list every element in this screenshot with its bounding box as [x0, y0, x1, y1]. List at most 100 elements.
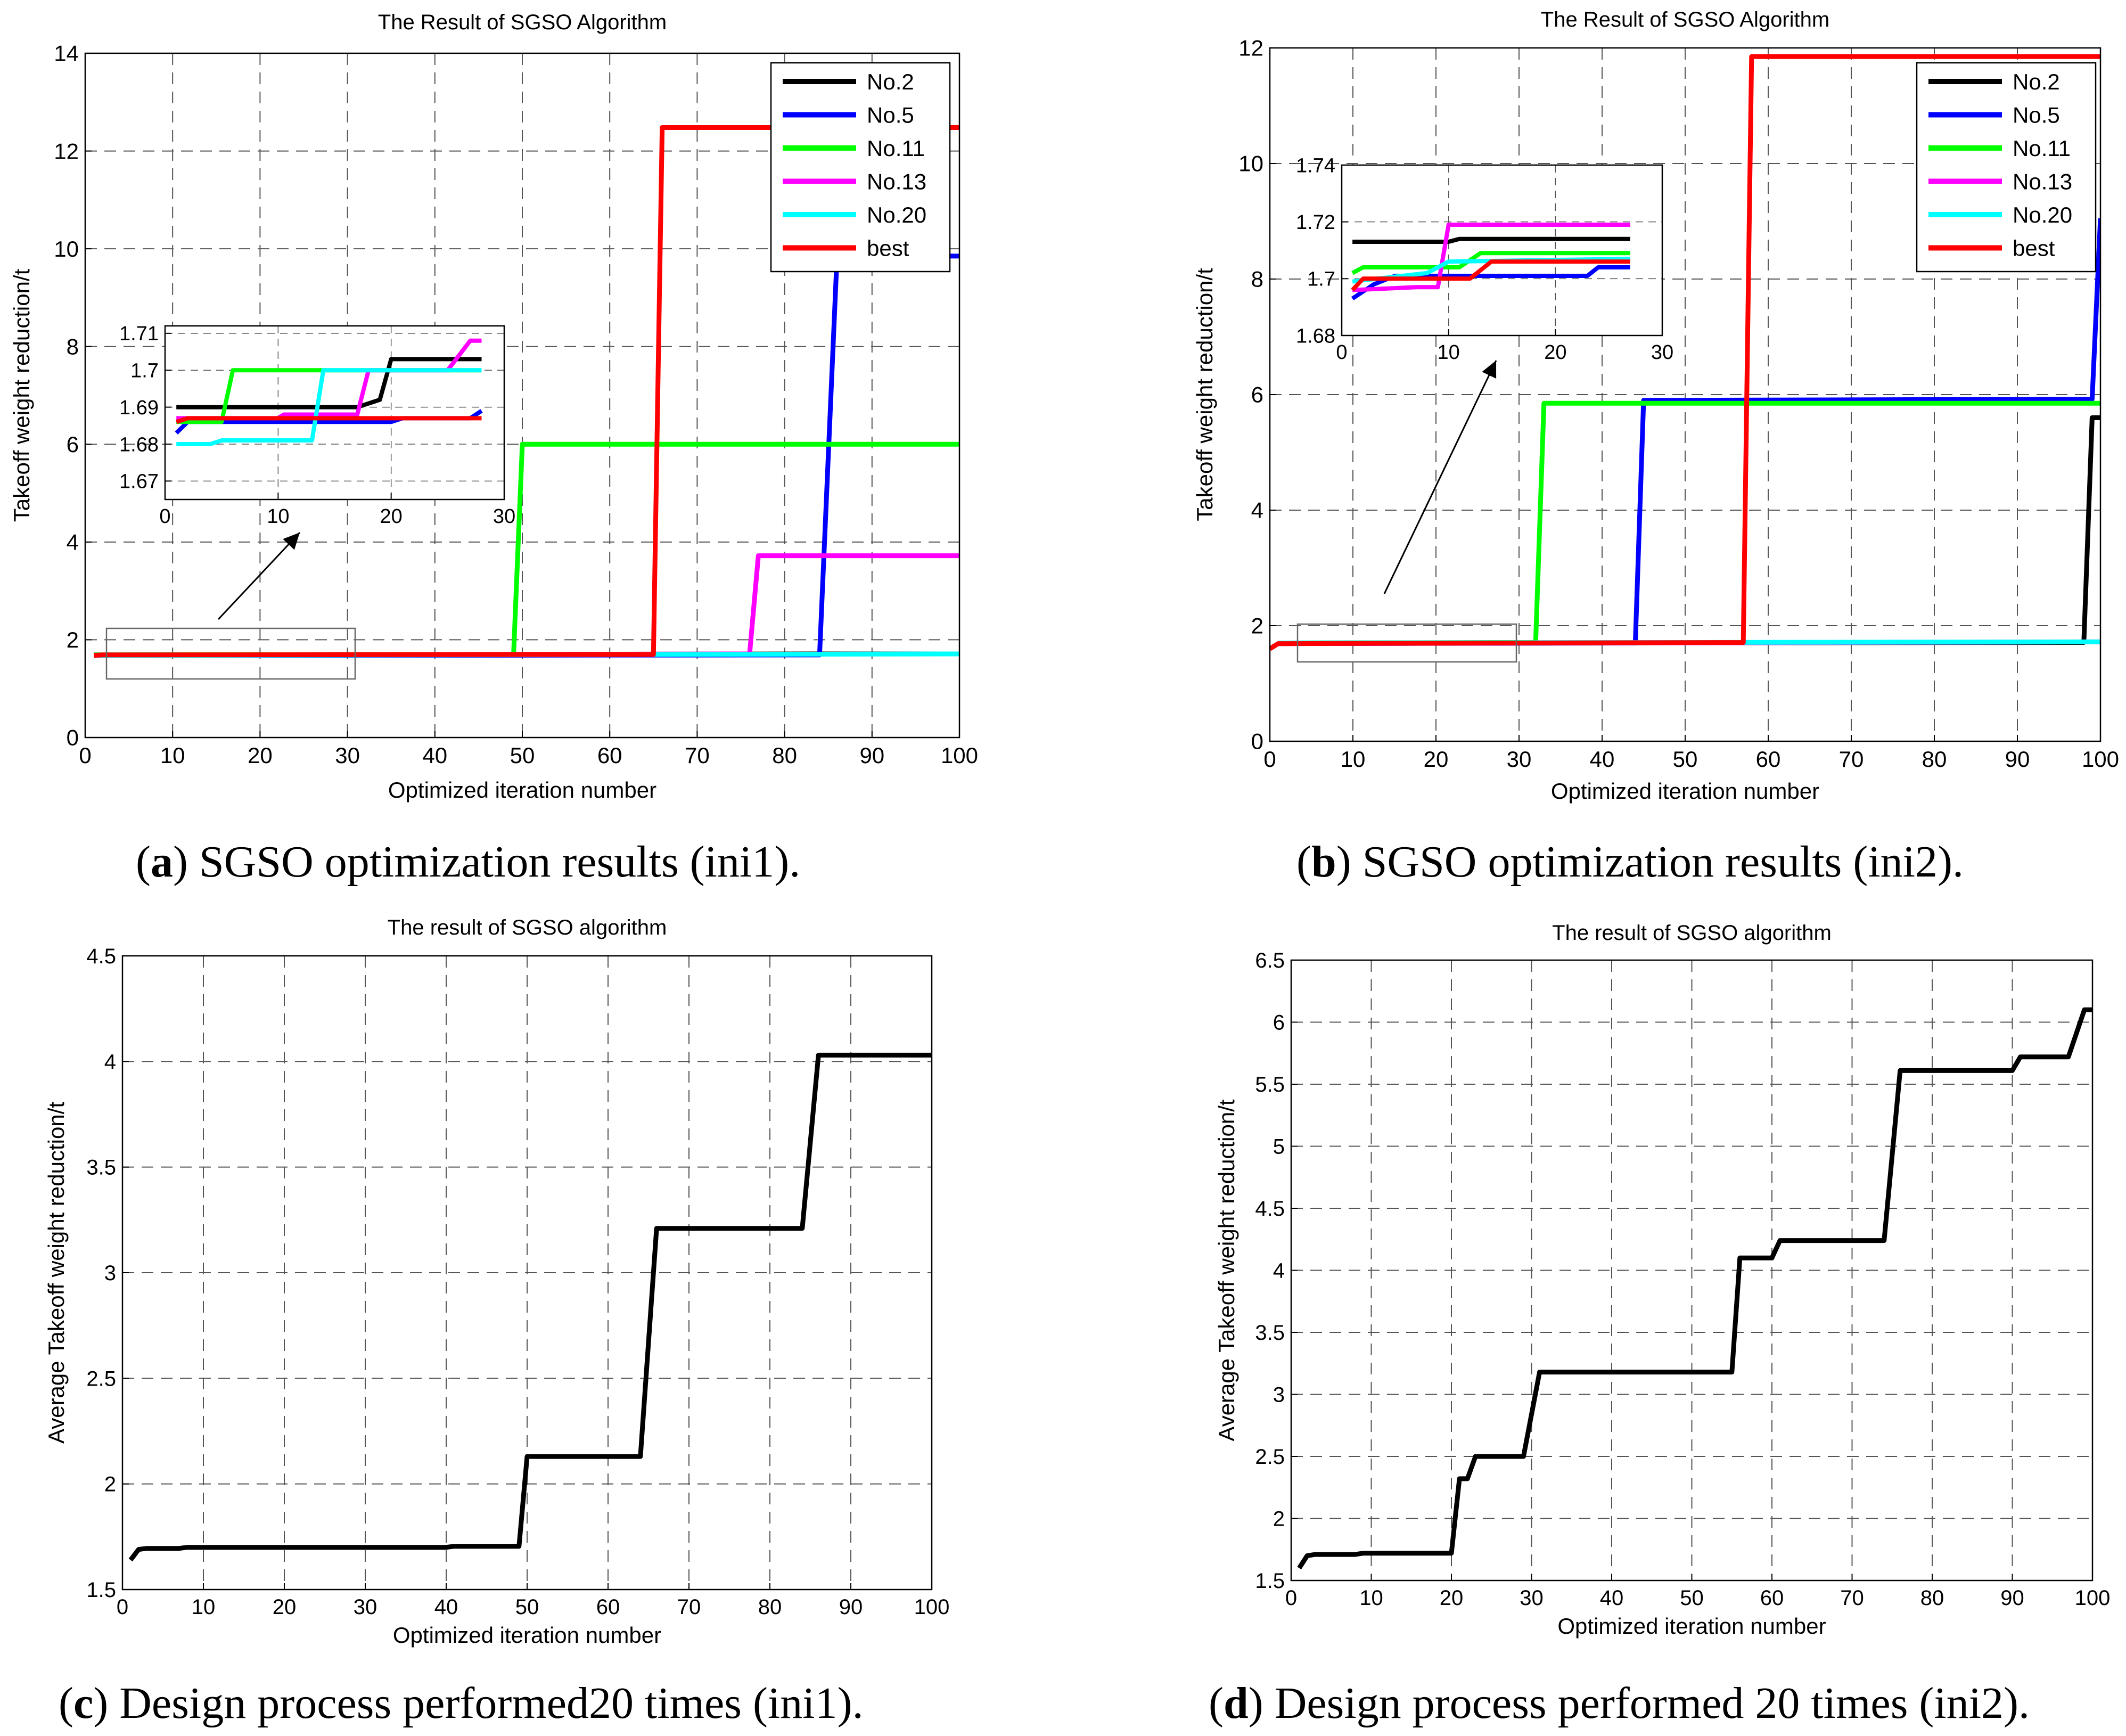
plot-frame [1269, 47, 2102, 742]
x-tick-label: 90 [2005, 747, 2030, 772]
y-tick-label: 6.5 [1255, 949, 1285, 972]
x-tick-label: 70 [685, 743, 710, 768]
series-line-best [175, 416, 482, 424]
y-tick-label: 1.68 [1296, 325, 1335, 347]
panel-d-ylabel: Average Takeoff weight reduction/t [1214, 1099, 1239, 1441]
y-tick-label: 3 [1273, 1383, 1285, 1407]
x-tick-label: 80 [1922, 747, 1947, 772]
panel-b-inset: 0 10 20 30 1.68 1.7 1.72 1.74 [1296, 154, 1673, 364]
x-tick-label: 40 [1590, 747, 1615, 772]
y-tick-label: 1.5 [1255, 1569, 1285, 1593]
panel-b-title: The Result of SGSO Algorithm [1541, 8, 1829, 31]
x-tick-label: 20 [380, 505, 403, 528]
plot-frame [1290, 959, 2094, 1582]
x-tick-label: 20 [1424, 747, 1449, 772]
plot-area [1342, 165, 1662, 335]
x-tick-label: 50 [510, 743, 535, 768]
x-tick-label: 70 [1839, 747, 1864, 772]
legend-label-best: best [2013, 236, 2055, 261]
x-tick-label: 50 [515, 1595, 539, 1619]
x-tick-label: 30 [1651, 341, 1673, 364]
legend-label-no5: No.5 [2013, 103, 2060, 128]
caption-b: (b) SGSO optimization results (ini2). [1296, 837, 1964, 887]
x-tick-label: 10 [1341, 747, 1366, 772]
x-tick-label: 30 [1520, 1586, 1544, 1610]
x-tick-label: 0 [1263, 747, 1276, 772]
x-tick-label: 20 [1440, 1586, 1464, 1610]
y-tick-label: 5 [1273, 1135, 1285, 1159]
series-line-no2 [176, 357, 482, 410]
series-line-no5 [1351, 265, 1630, 301]
y-tick-label: 2 [1251, 613, 1263, 638]
y-tick-label: 10 [1238, 151, 1263, 176]
y-tick-label: 12 [1238, 36, 1263, 61]
x-tick-label: 10 [192, 1595, 216, 1619]
x-tick-label: 20 [1544, 341, 1566, 364]
y-tick-label: 4 [1273, 1259, 1285, 1283]
x-tick-label: 40 [434, 1595, 458, 1619]
y-tick-label: 1.7 [1307, 268, 1335, 291]
x-tick-label: 30 [493, 505, 515, 528]
y-tick-label: 1.7 [130, 360, 159, 382]
series-line-best [94, 125, 959, 658]
panel-b-zoom-arrowhead [1482, 361, 1497, 379]
panel-a-ylabel: Takeoff weight reduction/t [9, 268, 34, 522]
panel-b-zoom-arrow [1383, 360, 1497, 594]
series-line-average [128, 1052, 932, 1562]
panel-c-title: The result of SGSO algorithm [388, 916, 667, 939]
series-line-no13 [1352, 223, 1630, 292]
x-tick-label: 80 [758, 1595, 782, 1619]
panel-c-xlabel: Optimized iteration number [393, 1623, 661, 1648]
legend-label-best: best [867, 236, 909, 261]
y-tick-label: 8 [1251, 267, 1263, 292]
panel-d-xlabel: Optimized iteration number [1557, 1614, 1826, 1639]
series-line-best [1351, 259, 1630, 292]
caption-c: (c) Design process performed20 times (in… [59, 1678, 864, 1728]
series-line-no11 [1351, 251, 1630, 275]
legend-box [1916, 62, 2097, 273]
x-tick-label: 70 [1840, 1586, 1864, 1610]
x-tick-label: 20 [248, 743, 273, 768]
legend-label-no13: No.13 [2013, 169, 2072, 194]
x-tick-label: 30 [354, 1595, 377, 1619]
x-tick-label: 80 [772, 743, 797, 768]
legend-box [770, 62, 951, 273]
x-tick-label: 50 [1680, 1586, 1704, 1610]
x-tick-label: 0 [117, 1595, 128, 1619]
panel-a-xlabel: Optimized iteration number [388, 777, 656, 803]
x-tick-label: 0 [1285, 1586, 1297, 1610]
y-tick-label: 3 [104, 1262, 116, 1285]
y-tick-label: 6 [1251, 382, 1263, 407]
y-tick-label: 0 [1251, 729, 1263, 754]
legend-label-no11: No.11 [2013, 136, 2071, 161]
y-tick-label: 4 [67, 530, 79, 555]
panel-a-zoom-arrow [217, 531, 301, 620]
x-tick-label: 90 [839, 1595, 863, 1619]
x-tick-label: 10 [267, 505, 289, 528]
panel-a-title: The Result of SGSO Algorithm [378, 11, 667, 34]
x-tick-label: 10 [160, 743, 185, 768]
y-tick-label: 1.71 [119, 323, 159, 345]
y-tick-label: 1.69 [119, 397, 159, 419]
x-tick-label: 100 [2075, 1586, 2111, 1610]
plot-frame [164, 325, 505, 501]
x-tick-label: 60 [1756, 747, 1781, 772]
x-tick-label: 90 [2000, 1586, 2024, 1610]
y-tick-label: 1.68 [119, 433, 159, 456]
x-tick-label: 100 [941, 743, 978, 768]
x-tick-label: 60 [1760, 1586, 1784, 1610]
panel-c-plot: 0 10 20 30 40 50 60 70 80 90 100 1.5 2 2.5 3 3.5 4 4.5 [86, 945, 949, 1619]
panel-d-title: The result of SGSO algorithm [1552, 921, 1832, 945]
panel-b-zoom-box [1296, 623, 1517, 663]
x-tick-label: 0 [79, 743, 91, 768]
plot-frame [1341, 164, 1663, 337]
legend-label-no13: No.13 [867, 169, 926, 194]
panel-a-inset: 0 10 20 30 1.67 1.68 1.69 1.7 1.71 [119, 323, 515, 528]
y-tick-label: 2.5 [86, 1367, 116, 1390]
y-tick-label: 3.5 [1255, 1321, 1285, 1345]
y-tick-label: 1.74 [1296, 154, 1335, 177]
y-tick-label: 2 [67, 627, 79, 652]
x-tick-label: 30 [1507, 747, 1532, 772]
x-tick-label: 40 [1600, 1586, 1624, 1610]
